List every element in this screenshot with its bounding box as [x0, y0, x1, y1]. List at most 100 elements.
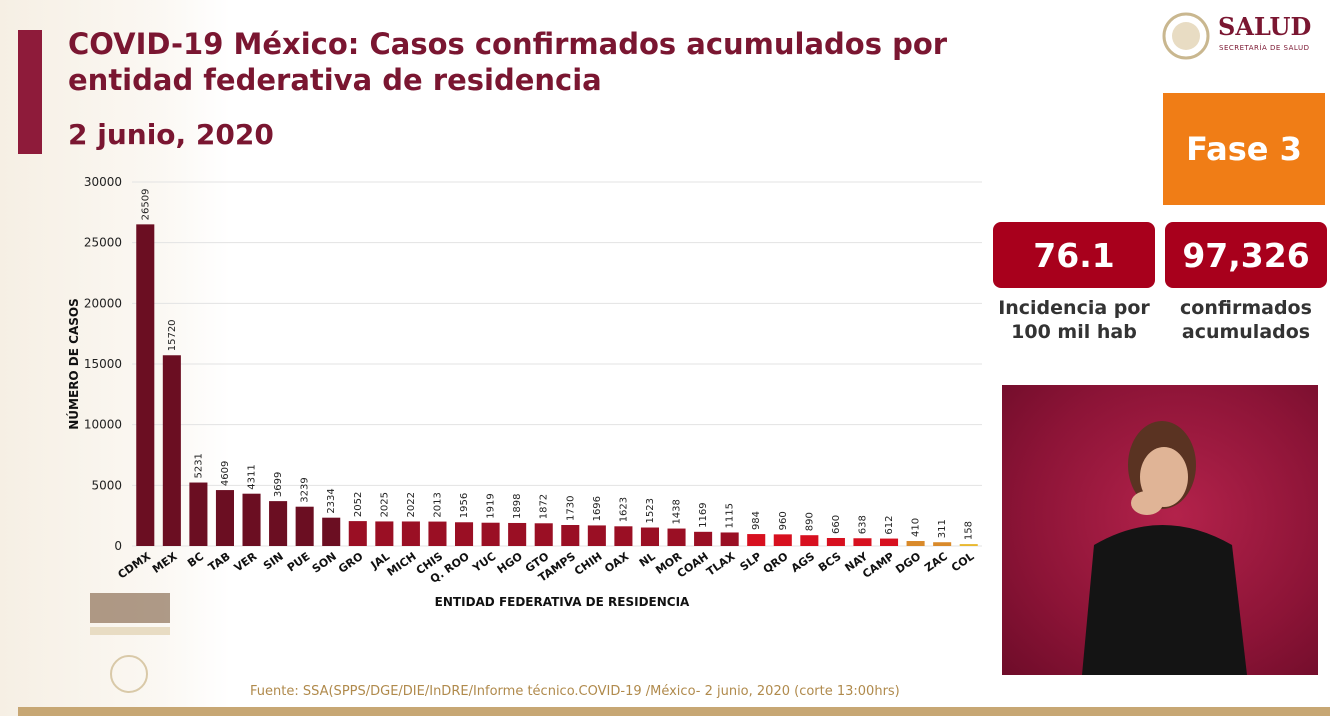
- confirmed-label-line-2: acumulados: [1181, 321, 1311, 343]
- y-tick-label: 25000: [84, 236, 122, 250]
- bar-value-label: 660: [831, 515, 842, 534]
- x-tick-label: SON: [310, 550, 339, 576]
- salud-logo-text: SALUD: [1218, 12, 1312, 41]
- bar-value-label: 158: [964, 521, 975, 540]
- bar-value-label: 3699: [273, 472, 284, 497]
- bar: [322, 517, 341, 546]
- bar: [136, 224, 155, 546]
- incidence-label-line-1: Incidencia por: [998, 297, 1150, 319]
- bar: [933, 542, 952, 546]
- incidence-value-box: 76.1: [993, 222, 1155, 288]
- y-tick-label: 0: [114, 539, 122, 553]
- bar: [375, 521, 394, 546]
- bar-value-label: 311: [937, 519, 948, 538]
- x-tick-label: PUE: [285, 550, 313, 575]
- x-tick-label: TLAX: [704, 550, 738, 579]
- bar-value-label: 2052: [353, 492, 364, 517]
- bar-value-label: 960: [778, 511, 789, 530]
- bar: [880, 538, 899, 546]
- bar: [348, 521, 367, 546]
- bar-value-label: 1898: [512, 494, 523, 519]
- cases-bar-chart: 0 5000 10000 15000 20000 25000 30000 NÚMERO DE …: [66, 175, 982, 609]
- x-tick-label: BCS: [816, 550, 844, 575]
- x-tick-label: MICH: [385, 550, 419, 579]
- bar: [614, 526, 633, 546]
- report-date: 2 junio, 2020: [68, 118, 274, 151]
- x-axis-label: ENTIDAD FEDERATIVA DE RESIDENCIA: [435, 595, 690, 609]
- footer-bar: [18, 707, 1330, 716]
- bar-value-label: 1438: [672, 499, 683, 524]
- y-axis-label: NÚMERO DE CASOS: [66, 298, 81, 429]
- x-tick-label: ZAC: [922, 550, 950, 575]
- bar-value-label: 984: [751, 511, 762, 530]
- y-tick-label: 15000: [84, 357, 122, 371]
- bar-value-label: 26509: [140, 189, 151, 221]
- bar-value-label: 1623: [618, 497, 629, 522]
- bar: [508, 522, 527, 546]
- bar-value-label: 1523: [645, 498, 656, 523]
- x-tick-label: TAB: [206, 550, 233, 574]
- x-tick-label: HGO: [495, 550, 525, 576]
- bar: [906, 541, 925, 546]
- x-tick-label: CHIH: [572, 550, 605, 578]
- bar: [428, 521, 447, 546]
- bar: [800, 535, 819, 546]
- bar: [162, 355, 181, 546]
- x-tick-label: SLP: [738, 550, 764, 574]
- y-tick-label: 5000: [91, 478, 122, 492]
- incidence-label: Incidencia por 100 mil hab: [993, 296, 1155, 344]
- bar: [215, 490, 234, 546]
- historical-figures-logo: [90, 593, 170, 635]
- x-tick-label: BC: [185, 550, 206, 570]
- bar-value-label: 2025: [379, 492, 390, 517]
- bar-value-label: 1169: [698, 502, 709, 527]
- x-tick-label: COAH: [675, 550, 711, 581]
- bar: [242, 493, 261, 546]
- x-tick-label: CDMX: [116, 550, 154, 582]
- x-tick-label: AGS: [789, 550, 817, 575]
- x-tick-label: GRO: [336, 550, 365, 576]
- y-tick-label: 10000: [84, 418, 122, 432]
- x-tick-label: OAX: [602, 550, 631, 576]
- bar: [826, 537, 845, 546]
- title-accent-bar: [18, 30, 42, 154]
- bar: [295, 506, 314, 546]
- bar-value-label: 5231: [193, 453, 204, 478]
- salud-logo-subtitle: SECRETARÍA DE SALUD: [1219, 44, 1310, 52]
- bar-value-label: 1730: [565, 496, 576, 521]
- bar: [720, 532, 739, 546]
- y-tick-label: 20000: [84, 296, 122, 310]
- bar-value-label: 2022: [406, 492, 417, 517]
- sign-language-interpreter-video: [1002, 385, 1318, 675]
- bar: [189, 482, 208, 546]
- bar: [269, 501, 288, 546]
- bar-value-label: 1696: [592, 496, 603, 521]
- bar: [694, 531, 713, 546]
- bar-value-label: 410: [911, 518, 922, 537]
- salud-logo: [1162, 12, 1210, 60]
- bar-value-label: 15720: [167, 319, 178, 351]
- interpreter-figure: [1082, 421, 1247, 675]
- x-tick-label: COL: [949, 550, 976, 575]
- bar-value-label: 2013: [432, 492, 443, 517]
- bar-value-label: 2334: [326, 488, 337, 513]
- confirmed-label-line-1: confirmados: [1180, 297, 1312, 319]
- bar: [853, 538, 872, 546]
- bar: [640, 527, 659, 546]
- salud-seal-icon: [1162, 12, 1210, 60]
- x-tick-label: MEX: [150, 550, 180, 576]
- bar-value-label: 1872: [539, 494, 550, 519]
- bar: [455, 522, 474, 546]
- bar-value-label: 4609: [220, 461, 231, 486]
- bar: [667, 528, 686, 546]
- x-tick-label: DGO: [893, 550, 923, 576]
- bar: [747, 534, 766, 546]
- page-title: COVID-19 México: Casos confirmados acumu…: [68, 27, 948, 97]
- confirmed-label: confirmados acumulados: [1165, 296, 1327, 344]
- bar: [534, 523, 553, 546]
- bar-value-label: 638: [857, 515, 868, 534]
- x-tick-label: VER: [232, 550, 260, 575]
- incidence-label-line-2: 100 mil hab: [1011, 321, 1137, 343]
- bar: [773, 534, 792, 546]
- mexico-seal-icon: [110, 655, 148, 693]
